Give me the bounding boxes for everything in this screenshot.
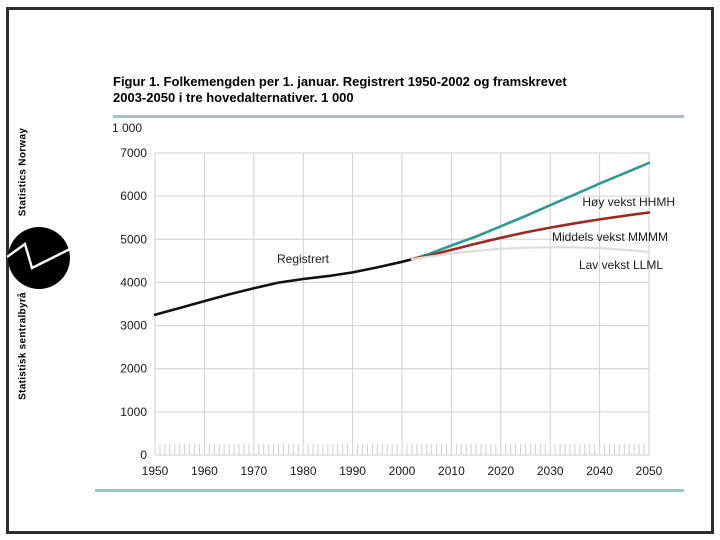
- x-tick-label: 1970: [240, 464, 267, 478]
- sidebar-statistics-norway-label: Statistics Norway: [17, 127, 29, 217]
- series-line-middels-vekst-mmmm: [410, 211, 651, 261]
- y-tick-label: 2000: [120, 362, 147, 376]
- y-tick-label: 3000: [120, 319, 147, 333]
- logo-circle: [8, 227, 70, 289]
- bottom-divider-rule: [95, 489, 684, 492]
- title-divider-rule: [113, 115, 684, 118]
- y-tick-label: 0: [140, 448, 147, 462]
- x-tick-label: 1950: [142, 464, 169, 478]
- x-tick-label: 1990: [339, 464, 366, 478]
- x-tick-label: 2020: [487, 464, 514, 478]
- x-tick-label: 2030: [537, 464, 564, 478]
- x-tick-label: 1980: [290, 464, 317, 478]
- y-tick-label: 1000: [120, 405, 147, 419]
- sidebar-statistisk-sentralbyra-label: Statistisk sentralbyrå: [17, 292, 29, 400]
- ssb-logo-icon: [6, 226, 71, 295]
- series-label-registrert: Registrert: [277, 252, 330, 266]
- y-tick-label: 5000: [120, 232, 147, 246]
- series-line-lav-vekst-llml: [410, 246, 651, 261]
- series-label-middels-vekst: Middels vekst MMMM: [551, 230, 668, 244]
- series-label-lav-vekst: Lav vekst LLML: [578, 258, 663, 272]
- ssb-logo-svg: [6, 227, 71, 289]
- x-tick-label: 2000: [389, 464, 416, 478]
- logo-zigzag: [6, 242, 71, 270]
- chart-svg: 0 1000 2000 3000 4000 5000 6000 7000 1950 1960 197…: [120, 146, 663, 478]
- y-tick-label: 4000: [120, 275, 147, 289]
- figure-title-line1: Figur 1. Folkemengden per 1. januar. Reg…: [113, 74, 567, 89]
- series-line-registrert: [153, 257, 414, 317]
- x-tick-label: 2050: [636, 464, 663, 478]
- y-tick-label: 6000: [120, 189, 147, 203]
- x-tick-label: 2040: [586, 464, 613, 478]
- y-axis-unit-label: 1 000: [112, 121, 143, 135]
- series-label-hoy-vekst: Høy vekst HHMH: [582, 195, 675, 209]
- figure-title: Figur 1. Folkemengden per 1. januar. Reg…: [113, 74, 688, 106]
- series-line-h-y-vekst-hhmh: [410, 161, 651, 261]
- x-tick-label: 1960: [191, 464, 218, 478]
- y-tick-label: 7000: [120, 146, 147, 160]
- x-tick-label: 2010: [438, 464, 465, 478]
- figure-title-line2: 2003-2050 i tre hovedalternativer. 1 000: [113, 90, 354, 105]
